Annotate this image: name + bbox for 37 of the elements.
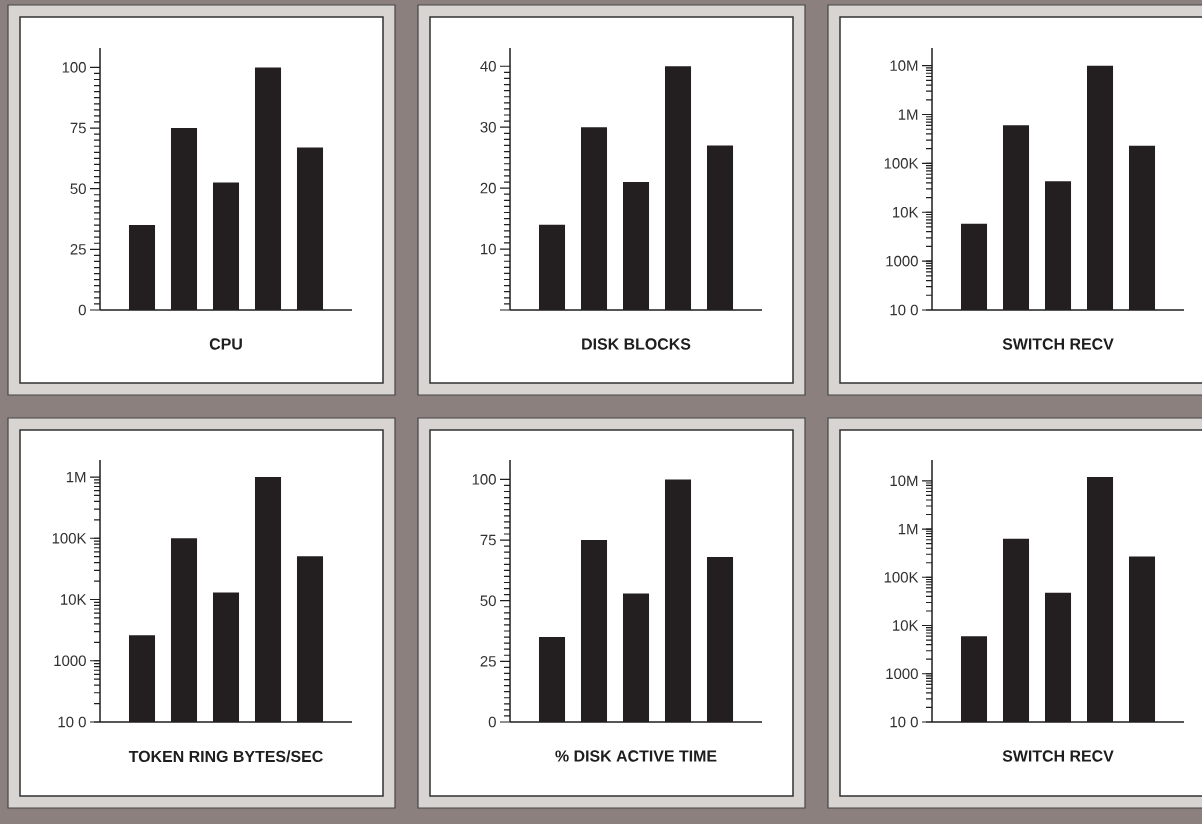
x-axis-title: CPU (209, 338, 242, 350)
y-tick-label: 100K (52, 532, 87, 544)
y-tick-label: 100 (62, 62, 86, 73)
y-tick-label: 10K (61, 594, 87, 605)
y-tick-label: 1000 (54, 655, 86, 667)
y-tick-label: 1M (898, 109, 918, 120)
y-tick-label: 10 0 (890, 304, 918, 316)
y-tick-label: 1000 (886, 255, 918, 267)
y-tick-label: 25 (70, 244, 86, 255)
y-tick-label: 50 (480, 595, 496, 606)
x-axis-title: DISK BLOCKS (582, 338, 691, 350)
y-tick-label: 50 (70, 183, 86, 194)
y-tick-label: 10K (893, 620, 919, 631)
x-axis-title: SWITCH RECV (1002, 338, 1114, 350)
y-tick-label: 1M (898, 523, 918, 535)
y-tick-label: 0 (488, 716, 496, 728)
x-axis-title: TOKEN RING BYTES/SEC (128, 750, 323, 763)
y-tick-label: 10M (890, 475, 918, 487)
y-tick-label: 10 0 (890, 716, 918, 728)
y-tick-label: 0 (78, 304, 86, 316)
y-tick-label: 1M (66, 471, 86, 483)
y-tick-label: 75 (480, 534, 496, 546)
y-tick-label: 10K (893, 206, 919, 218)
y-tick-label: 100K (884, 158, 919, 169)
x-axis-title: % DISK ACTIVE TIME (555, 750, 717, 762)
y-tick-label: 75 (70, 122, 86, 134)
y-tick-label: 10 (481, 243, 496, 255)
y-tick-label: 1000 (886, 668, 918, 680)
y-tick-label: 40 (480, 60, 496, 72)
y-tick-label: 100 (472, 474, 496, 485)
y-tick-label: 100K (884, 571, 919, 583)
y-tick-label: 20 (480, 182, 496, 194)
y-tick-label: 10 0 (58, 716, 86, 728)
y-tick-label: 30 (480, 121, 496, 133)
x-axis-title: SWITCH RECV (1002, 750, 1114, 762)
y-tick-label: 10M (890, 60, 918, 71)
y-tick-label: 25 (480, 656, 496, 667)
